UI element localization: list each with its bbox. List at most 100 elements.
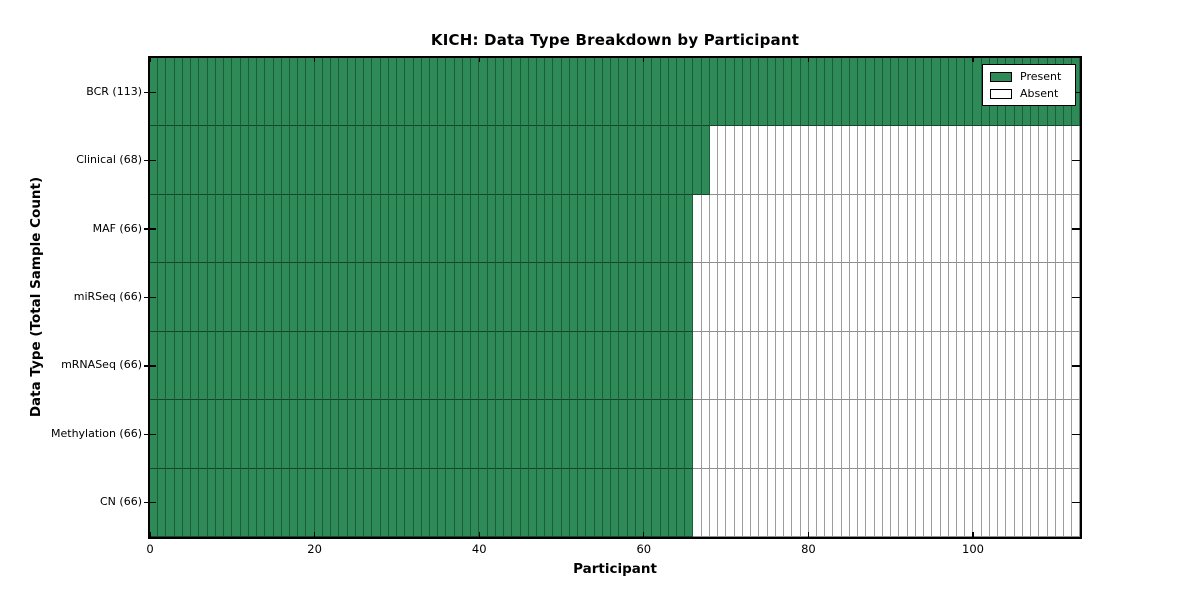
heatmap-cell bbox=[479, 58, 488, 127]
heatmap-cell bbox=[742, 58, 752, 127]
heatmap-cell bbox=[537, 263, 546, 332]
heatmap-cell bbox=[751, 400, 760, 469]
heatmap-cell bbox=[841, 331, 850, 401]
heatmap-cell bbox=[232, 58, 241, 127]
heatmap-cell bbox=[981, 263, 990, 332]
heatmap-cell bbox=[1022, 400, 1032, 469]
heatmap-cell bbox=[619, 263, 628, 332]
y-tick-right bbox=[1072, 433, 1080, 436]
heatmap-cell bbox=[528, 126, 538, 195]
heatmap-cell bbox=[1014, 126, 1023, 195]
heatmap-cell bbox=[644, 400, 653, 469]
heatmap-cell bbox=[191, 468, 200, 537]
heatmap-cell bbox=[874, 331, 883, 401]
x-tick-label: 80 bbox=[801, 542, 816, 556]
heatmap-cell bbox=[380, 263, 389, 332]
heatmap-cell bbox=[182, 263, 192, 332]
heatmap-cell bbox=[462, 194, 472, 264]
heatmap-cell bbox=[298, 126, 307, 195]
heatmap-cell bbox=[545, 468, 554, 537]
heatmap-cell bbox=[874, 58, 883, 127]
heatmap-cell bbox=[248, 58, 258, 127]
heatmap-cell bbox=[767, 468, 776, 537]
heatmap-cell bbox=[627, 263, 636, 332]
heatmap-cell bbox=[487, 468, 496, 537]
heatmap-cell bbox=[446, 58, 455, 127]
heatmap-cell bbox=[528, 194, 538, 264]
heatmap-cell bbox=[948, 468, 957, 537]
chart-title: KICH: Data Type Breakdown by Participant bbox=[430, 31, 800, 49]
heatmap-cell bbox=[940, 263, 949, 332]
heatmap-cell bbox=[924, 194, 933, 264]
heatmap-cell bbox=[355, 331, 365, 401]
heatmap-cell bbox=[619, 331, 628, 401]
heatmap-cell bbox=[825, 194, 834, 264]
heatmap-cell bbox=[956, 58, 966, 127]
heatmap-cell bbox=[265, 400, 274, 469]
heatmap-cell bbox=[224, 331, 233, 401]
heatmap-cell bbox=[940, 468, 949, 537]
heatmap-cell bbox=[331, 126, 340, 195]
heatmap-cell bbox=[825, 126, 834, 195]
heatmap-cell bbox=[882, 126, 892, 195]
x-tick-label: 60 bbox=[636, 542, 652, 556]
heatmap-cell bbox=[858, 126, 867, 195]
heatmap-cell bbox=[1006, 400, 1015, 469]
heatmap-cell bbox=[602, 194, 612, 264]
heatmap-cell bbox=[528, 331, 538, 401]
heatmap-cell bbox=[767, 331, 776, 401]
heatmap-cell bbox=[833, 331, 842, 401]
heatmap-cell bbox=[899, 263, 908, 332]
heatmap-cell bbox=[709, 400, 719, 469]
heatmap-cell bbox=[471, 263, 480, 332]
heatmap-cell bbox=[907, 58, 916, 127]
heatmap-cell bbox=[306, 126, 315, 195]
heatmap-cell bbox=[174, 331, 183, 401]
heatmap-cell bbox=[915, 331, 925, 401]
heatmap-cell bbox=[874, 194, 883, 264]
heatmap-cell bbox=[331, 194, 340, 264]
heatmap-cell bbox=[429, 58, 439, 127]
heatmap-cell bbox=[751, 58, 760, 127]
heatmap-cell bbox=[989, 126, 999, 195]
heatmap-cell bbox=[586, 468, 595, 537]
heatmap-cell bbox=[388, 58, 398, 127]
heatmap-cell bbox=[726, 400, 735, 469]
heatmap-cell bbox=[652, 400, 661, 469]
heatmap-cell bbox=[709, 126, 719, 195]
heatmap-cell bbox=[685, 263, 694, 332]
heatmap-cell bbox=[504, 126, 513, 195]
heatmap-cell bbox=[306, 331, 315, 401]
heatmap-cell bbox=[784, 468, 793, 537]
heatmap-cell bbox=[775, 331, 785, 401]
heatmap-cell bbox=[471, 468, 480, 537]
heatmap-cell bbox=[981, 126, 990, 195]
heatmap-cell bbox=[322, 126, 332, 195]
heatmap-cell bbox=[816, 400, 826, 469]
heatmap-cell bbox=[1014, 331, 1023, 401]
heatmap-row-mRNASeq bbox=[150, 331, 1081, 401]
heatmap-cell bbox=[1064, 194, 1073, 264]
heatmap-cell bbox=[882, 194, 892, 264]
heatmap-cell bbox=[331, 468, 340, 537]
heatmap-cell bbox=[932, 400, 941, 469]
heatmap-cell bbox=[907, 263, 916, 332]
heatmap-cell bbox=[693, 400, 702, 469]
heatmap-cell bbox=[289, 58, 299, 127]
heatmap-cell bbox=[742, 468, 752, 537]
heatmap-cell bbox=[1064, 126, 1073, 195]
heatmap-cell bbox=[537, 58, 546, 127]
heatmap-cell bbox=[734, 263, 743, 332]
heatmap-cell bbox=[751, 468, 760, 537]
heatmap-cell bbox=[166, 468, 175, 537]
heatmap-cell bbox=[833, 126, 842, 195]
heatmap-cell bbox=[849, 263, 859, 332]
heatmap-cell bbox=[355, 263, 365, 332]
heatmap-cell bbox=[594, 58, 603, 127]
heatmap-cell bbox=[207, 263, 216, 332]
heatmap-cell bbox=[1064, 400, 1073, 469]
heatmap-cell bbox=[372, 126, 381, 195]
heatmap-cell bbox=[232, 194, 241, 264]
heatmap-cell bbox=[314, 58, 323, 127]
heatmap-cell bbox=[652, 331, 661, 401]
